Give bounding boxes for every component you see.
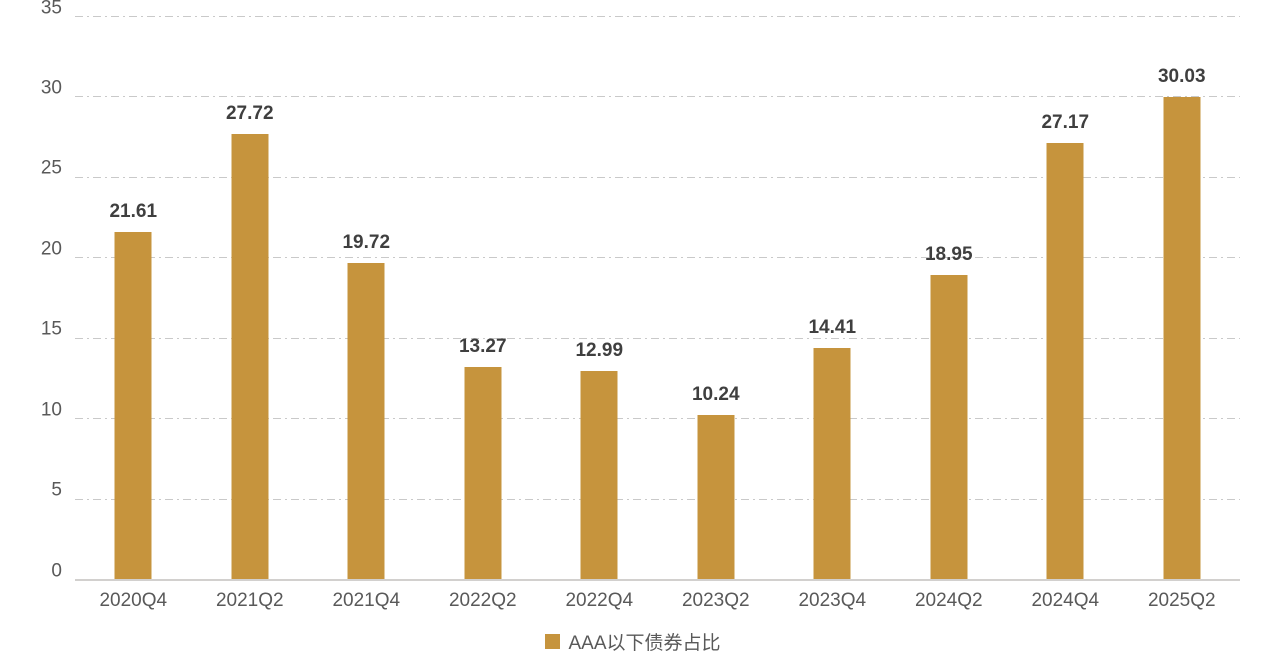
x-tick-label-2022Q2: 2022Q2	[448, 590, 517, 611]
y-tick-label-0: 0	[51, 560, 62, 581]
bar-2021Q4	[347, 262, 385, 580]
value-label-2023Q2: 10.24	[691, 384, 740, 406]
plot-area: 21.61 27.72 19.72 13.27 12.99 10.24 14.41 18.95…	[75, 16, 1240, 581]
bar-column-2024Q2: 18.95	[891, 17, 1008, 580]
bar-2024Q4	[1046, 142, 1084, 580]
value-label-2020Q4: 21.61	[109, 201, 158, 223]
bar-2022Q4	[580, 371, 618, 580]
legend-label: AAA以下债券占比	[568, 633, 721, 654]
bar-column-2024Q4: 27.17	[1007, 17, 1124, 580]
x-tick-label-2024Q2: 2024Q2	[914, 590, 983, 611]
bar-column-2022Q4: 12.99	[541, 17, 658, 580]
y-tick-label-15: 15	[40, 318, 62, 340]
bar-column-2025Q2: 30.03	[1124, 17, 1241, 580]
x-tick-label-2020Q4: 2020Q4	[99, 590, 168, 611]
x-tick-label-2023Q4: 2023Q4	[798, 590, 867, 611]
bar-column-2022Q2: 13.27	[425, 17, 542, 580]
gridline-25	[75, 176, 1240, 178]
y-tick-label-20: 20	[40, 238, 62, 260]
y-tick-label-10: 10	[40, 399, 62, 421]
x-axis-line	[75, 579, 1240, 581]
bar-column-2021Q2: 27.72	[192, 17, 309, 580]
bar-2025Q2	[1163, 96, 1201, 580]
bar-2022Q2	[464, 366, 502, 580]
gridline-10	[75, 418, 1240, 420]
bar-column-2023Q2: 10.24	[658, 17, 775, 580]
bar-column-2021Q4: 19.72	[308, 17, 425, 580]
bar-columns: 21.61 27.72 19.72 13.27 12.99 10.24 14.41 18.95…	[75, 17, 1240, 580]
x-tick-label-2023Q2: 2023Q2	[681, 590, 750, 611]
value-label-2022Q4: 12.99	[575, 340, 624, 362]
bar-2023Q4	[813, 348, 851, 580]
y-tick-label-25: 25	[40, 157, 62, 179]
value-label-2021Q4: 19.72	[342, 231, 391, 253]
gridline-5	[75, 498, 1240, 500]
value-label-2025Q2: 30.03	[1157, 65, 1206, 87]
gridline-30	[75, 96, 1240, 98]
x-tick-label-2024Q4: 2024Q4	[1031, 590, 1100, 611]
bar-column-2023Q4: 14.41	[774, 17, 891, 580]
value-label-2021Q2: 27.72	[225, 103, 274, 125]
y-axis: 0 5 10 15 20 25 30 35	[0, 0, 62, 581]
value-label-2023Q4: 14.41	[808, 317, 857, 339]
bar-2020Q4	[114, 232, 152, 580]
x-tick-label-2021Q4: 2021Q4	[332, 590, 401, 611]
y-tick-label-5: 5	[51, 479, 62, 501]
x-axis: 2020Q4 2021Q2 2021Q4 2022Q2 2022Q4 2023Q2 2023…	[75, 590, 1240, 612]
gridline-20	[75, 257, 1240, 259]
value-label-2022Q2: 13.27	[458, 335, 507, 357]
gridline-35	[75, 16, 1240, 17]
y-tick-label-35: 35	[40, 0, 62, 18]
bar-2023Q2	[697, 415, 735, 580]
bar-2024Q2	[930, 275, 968, 580]
y-tick-label-30: 30	[40, 77, 62, 99]
x-tick-label-2025Q2: 2025Q2	[1147, 590, 1216, 611]
bar-2021Q2	[231, 134, 269, 580]
x-tick-label-2021Q2: 2021Q2	[215, 590, 284, 611]
value-label-2024Q2: 18.95	[924, 244, 973, 266]
gridline-15	[75, 337, 1240, 339]
bar-column-2020Q4: 21.61	[75, 17, 192, 580]
legend-swatch-icon	[545, 634, 561, 649]
x-tick-label-2022Q4: 2022Q4	[565, 590, 634, 611]
legend: AAA以下债券占比	[0, 628, 1266, 655]
value-label-2024Q4: 27.17	[1041, 111, 1090, 133]
